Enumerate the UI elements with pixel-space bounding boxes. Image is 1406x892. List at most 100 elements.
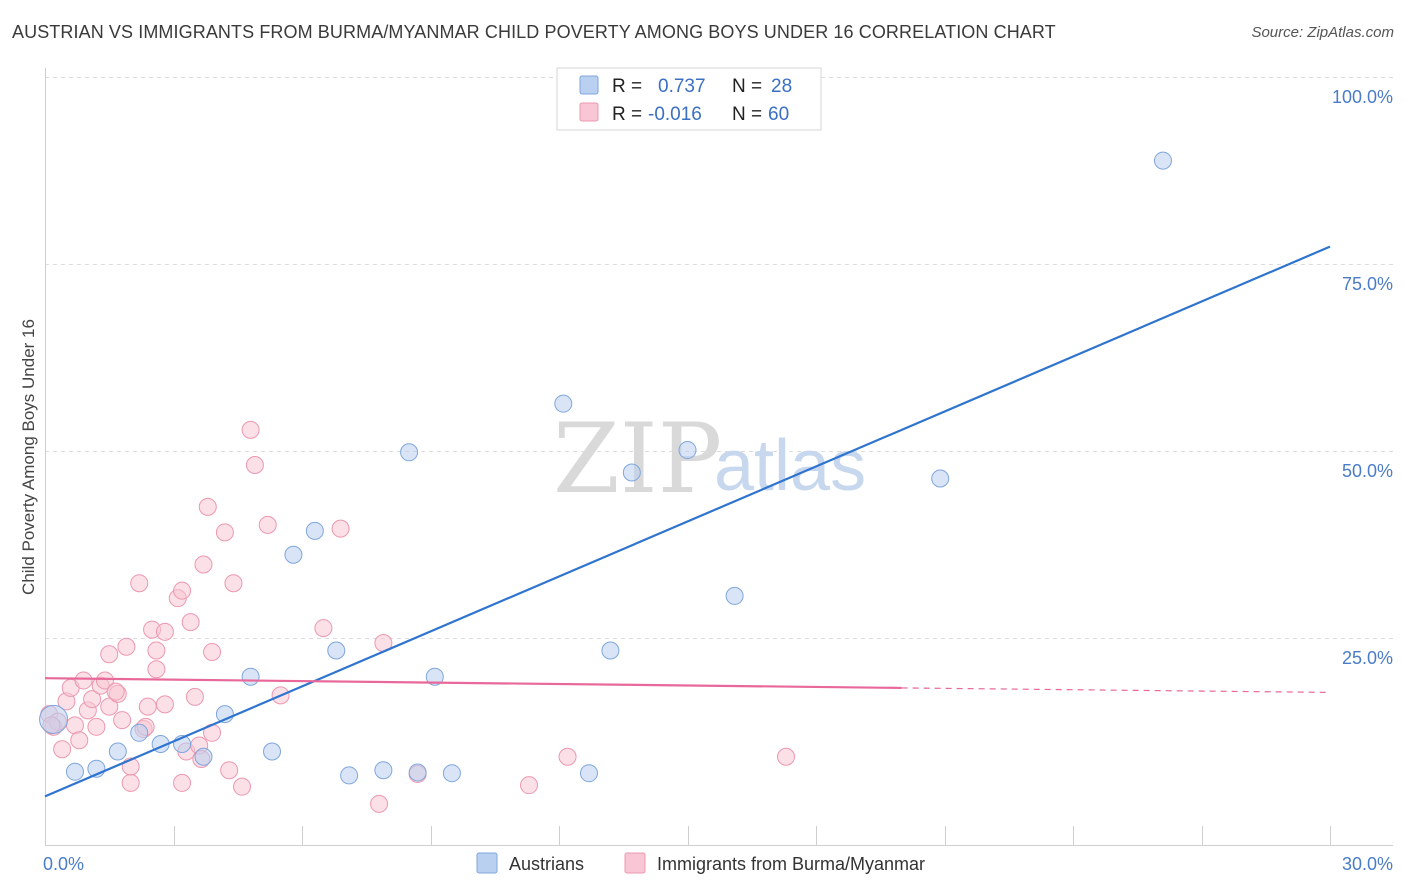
immigrants-point: [117, 637, 136, 656]
austrians-point: [284, 545, 303, 564]
immigrants-point: [147, 660, 166, 679]
legend-swatch-austrians: [579, 75, 599, 95]
immigrants-point: [185, 687, 204, 706]
immigrants-point: [65, 716, 84, 735]
legend-n-label-austrians: N =: [732, 76, 762, 97]
series-legend: Austrians Immigrants from Burma/Myanmar: [476, 852, 925, 874]
immigrants-point: [83, 690, 102, 709]
immigrants-point: [220, 761, 239, 780]
austrians-point: [39, 704, 69, 734]
immigrants-point: [87, 717, 106, 736]
source-label: Source: ZipAtlas.com: [1251, 24, 1394, 41]
austrians-point: [340, 766, 359, 785]
austrians-point: [678, 441, 697, 460]
chart-title: AUSTRIAN VS IMMIGRANTS FROM BURMA/MYANMA…: [12, 22, 1056, 42]
legend-r-value-immigrants: -0.016: [648, 104, 702, 125]
x-tick-label: 30.0%: [1342, 854, 1393, 874]
bottom-legend-austrians: Austrians: [509, 854, 584, 874]
immigrants-point: [113, 711, 132, 730]
austrians-trend-line: [44, 245, 1331, 798]
immigrants-point: [520, 776, 539, 795]
bottom-legend-swatch-immigrants: [624, 852, 646, 874]
immigrants-trend-line-extrapolated: [901, 687, 1331, 694]
immigrants-point: [241, 420, 260, 439]
legend-swatch-immigrants: [579, 102, 599, 122]
austrians-point: [130, 723, 149, 742]
immigrants-point: [100, 697, 119, 716]
immigrants-point: [121, 773, 140, 792]
immigrants-point: [215, 523, 234, 542]
immigrants-point: [314, 619, 333, 638]
y-tick-label: 50.0%: [1342, 461, 1393, 481]
legend-n-label-immigrants: N =: [732, 104, 762, 125]
series-austrians-points: [39, 151, 1172, 785]
legend-r-label-austrians: R =: [612, 76, 642, 97]
austrians-point: [579, 764, 598, 783]
austrians-point: [601, 641, 620, 660]
immigrants-point: [74, 671, 93, 690]
austrians-point: [622, 463, 641, 482]
austrians-point: [931, 469, 950, 488]
austrians-point: [725, 586, 744, 605]
immigrants-point: [194, 555, 213, 574]
stats-legend-box: [556, 67, 822, 131]
immigrants-point: [147, 641, 166, 660]
trend-lines: [44, 245, 1331, 798]
immigrants-point: [258, 515, 277, 534]
austrians-point: [263, 742, 282, 761]
y-tick-label: 75.0%: [1342, 274, 1393, 294]
immigrants-point: [777, 747, 796, 766]
austrians-point: [241, 667, 260, 686]
y-axis-label: Child Poverty Among Boys Under 16: [19, 319, 38, 595]
austrians-point: [65, 762, 84, 781]
immigrants-point: [331, 519, 350, 538]
immigrants-point: [100, 645, 119, 664]
immigrants-point: [138, 697, 157, 716]
immigrants-point: [173, 773, 192, 792]
immigrants-point: [155, 695, 174, 714]
watermark-zip: ZIP: [553, 403, 722, 515]
immigrants-point: [203, 643, 222, 662]
y-tick-label: 100.0%: [1332, 87, 1393, 107]
immigrants-point: [224, 574, 243, 593]
austrians-point: [425, 667, 444, 686]
immigrants-point: [198, 497, 217, 516]
immigrants-point: [155, 622, 174, 641]
austrians-point: [305, 521, 324, 540]
immigrants-point: [130, 574, 149, 593]
legend-r-value-austrians: 0.737: [658, 76, 706, 97]
austrians-point: [554, 394, 573, 413]
y-tick-label: 25.0%: [1342, 648, 1393, 668]
immigrants-point: [245, 456, 264, 475]
x-tick-labels: 0.0% 30.0%: [43, 854, 1393, 874]
immigrants-trend-line: [44, 677, 902, 690]
immigrants-point: [70, 731, 89, 750]
bottom-legend-swatch-austrians: [476, 852, 498, 874]
watermark-atlas: atlas: [714, 426, 866, 506]
immigrants-point: [181, 613, 200, 632]
legend-r-label-immigrants: R =: [612, 104, 642, 125]
gridlines: [45, 77, 1393, 639]
austrians-point: [400, 443, 419, 462]
immigrants-point: [53, 740, 72, 759]
stats-legend: R = 0.737 N = 28 R = -0.016 N = 60: [556, 67, 822, 131]
x-tick-label: 0.0%: [43, 854, 84, 874]
legend-n-value-austrians: 28: [771, 76, 792, 97]
austrians-point: [408, 763, 427, 782]
immigrants-point: [106, 682, 125, 701]
immigrants-point: [233, 777, 252, 796]
legend-n-value-immigrants: 60: [768, 104, 789, 125]
austrians-point: [374, 761, 393, 780]
y-tick-labels: 25.0% 50.0% 75.0% 100.0%: [1332, 87, 1393, 668]
austrians-point: [108, 742, 127, 761]
immigrants-point: [558, 747, 577, 766]
austrians-point: [194, 747, 213, 766]
watermark: ZIP atlas: [553, 403, 866, 515]
axes: [45, 68, 1393, 846]
austrians-point: [442, 764, 461, 783]
immigrants-point: [173, 581, 192, 600]
immigrants-point: [95, 671, 114, 690]
bottom-legend-immigrants: Immigrants from Burma/Myanmar: [657, 854, 925, 874]
austrians-point: [1153, 151, 1172, 170]
